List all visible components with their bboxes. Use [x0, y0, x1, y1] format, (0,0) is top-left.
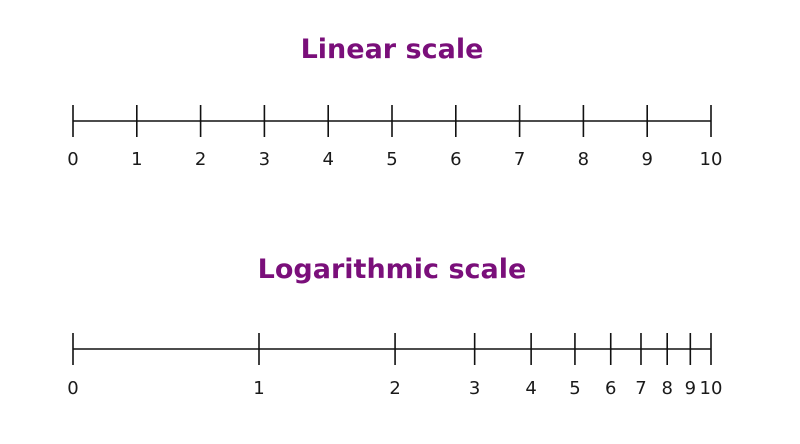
log-tick-label-3: 3	[469, 378, 480, 399]
log-scale-title: Logarithmic scale	[258, 254, 527, 285]
linear-tick-label-4: 4	[322, 149, 333, 170]
linear-tick-label-0: 0	[67, 149, 78, 170]
log-tick-label-10: 10	[700, 378, 723, 399]
log-tick-label-6: 6	[605, 378, 616, 399]
log-tick-label-0: 0	[67, 378, 78, 399]
log-tick-label-9: 9	[685, 378, 696, 399]
linear-tick-label-3: 3	[259, 149, 270, 170]
linear-scale-title: Linear scale	[301, 34, 484, 65]
linear-tick-label-7: 7	[514, 149, 525, 170]
linear-tick-label-2: 2	[195, 149, 206, 170]
linear-tick-label-9: 9	[641, 149, 652, 170]
linear-tick-label-6: 6	[450, 149, 461, 170]
linear-tick-label-5: 5	[386, 149, 397, 170]
linear-tick-label-1: 1	[131, 149, 142, 170]
linear-tick-label-8: 8	[578, 149, 589, 170]
log-scale-axis: 0 1 2 3 4 5 6 7 8 9 10	[67, 333, 722, 399]
log-tick-label-5: 5	[569, 378, 580, 399]
log-tick-label-7: 7	[635, 378, 646, 399]
log-tick-label-4: 4	[525, 378, 536, 399]
log-tick-label-2: 2	[389, 378, 400, 399]
log-tick-label-1: 1	[253, 378, 264, 399]
linear-scale-axis: 0 1 2 3 4 5 6 7 8 9 10	[67, 105, 722, 170]
log-tick-label-8: 8	[661, 378, 672, 399]
linear-tick-label-10: 10	[700, 149, 723, 170]
